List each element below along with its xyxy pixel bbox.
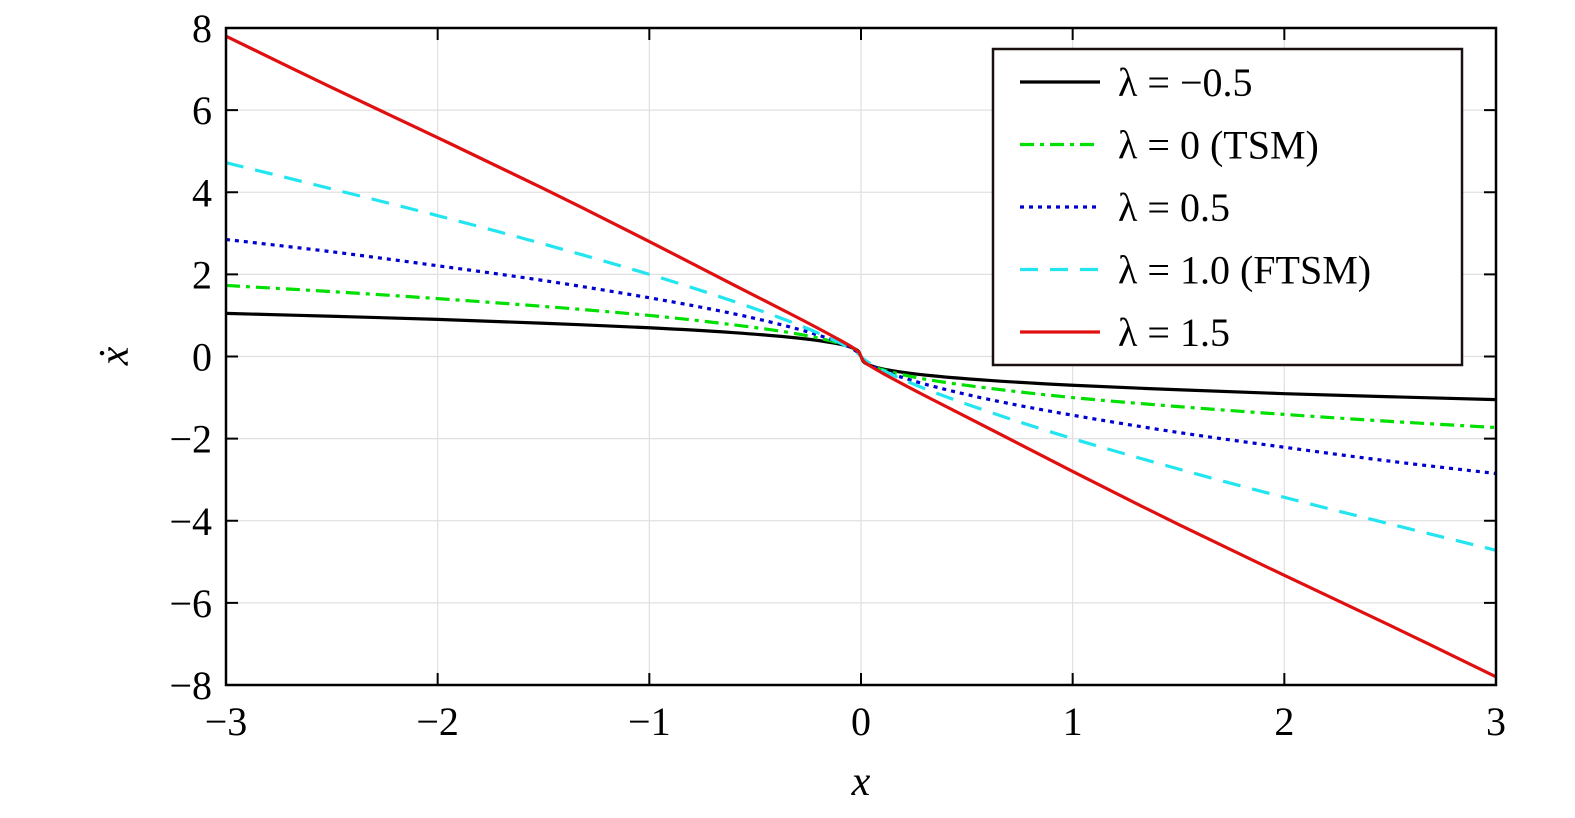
x-tick-label: −2: [416, 699, 459, 744]
x-tick-label: 1: [1063, 699, 1083, 744]
y-tick-label: 0: [192, 335, 212, 380]
y-tick-label: −8: [169, 663, 212, 708]
y-axis-label: ẋ: [92, 346, 138, 366]
legend-box: [991, 47, 1464, 367]
series-line-4: [225, 34, 1497, 679]
y-tick-label: 6: [192, 88, 212, 133]
x-tick-label: 3: [1486, 699, 1506, 744]
x-tick-label: −3: [205, 699, 248, 744]
legend-label: λ = 1.5: [1118, 310, 1230, 355]
x-axis-label: x: [851, 759, 871, 805]
y-tick-label: −4: [169, 499, 212, 544]
legend-label: λ = 1.0 (FTSM): [1118, 248, 1371, 293]
y-tick-label: 4: [192, 170, 212, 215]
series-lines: [225, 34, 1497, 679]
y-tick-label: −2: [169, 417, 212, 462]
ticks: −3 −2 −1 0 1 2 3 −8 −6 −4 −2 0 2 4 6 8: [169, 6, 1506, 744]
x-tick-label: 0: [851, 699, 871, 744]
x-tick-label: 2: [1274, 699, 1294, 744]
y-tick-label: 8: [192, 6, 212, 51]
legend-label: λ = 0.5: [1118, 185, 1230, 230]
y-tick-label: 2: [192, 252, 212, 297]
legend-label: λ = −0.5: [1118, 60, 1253, 105]
legend-label: λ = 0 (TSM): [1118, 123, 1319, 168]
y-tick-label: −6: [169, 581, 212, 626]
legend: λ = −0.5 λ = 0 (TSM) λ = 0.5 λ = 1.0 (FTSM)…: [991, 47, 1464, 367]
x-tick-label: −1: [628, 699, 671, 744]
